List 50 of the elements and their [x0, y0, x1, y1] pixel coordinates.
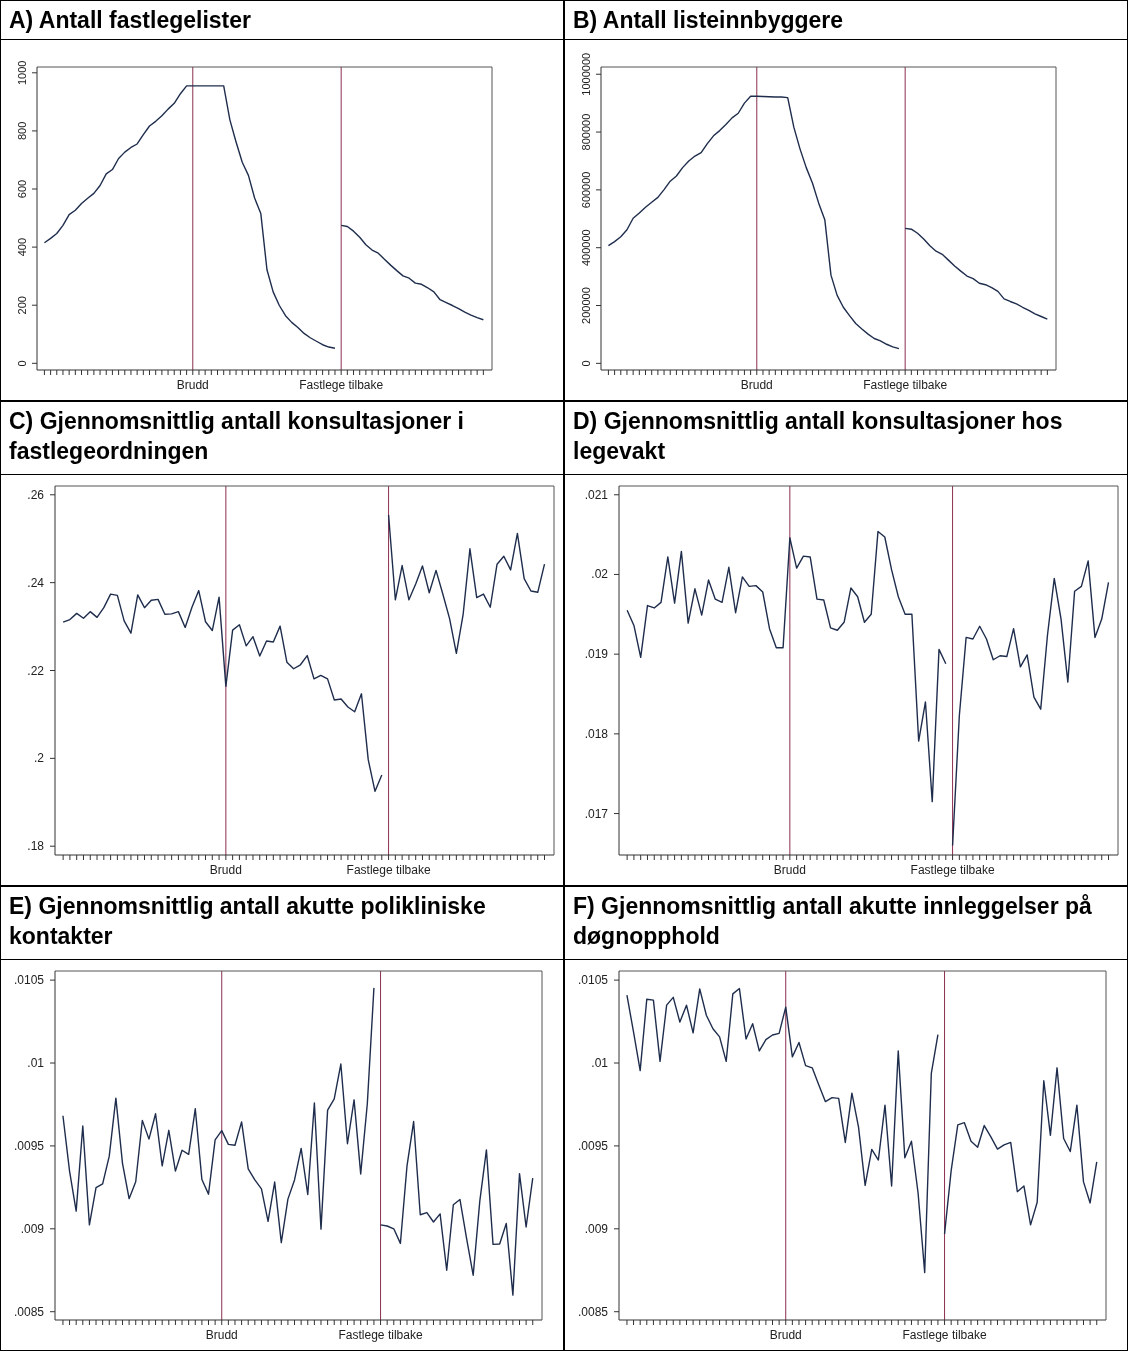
chart-title: E) Gjennomsnittlig antall akutte polikliniske kontakter: [1, 887, 563, 960]
x-tick-label: Brudd: [740, 378, 773, 392]
y-tick-label: 1000000: [580, 52, 592, 96]
chart-title: C) Gjennomsnittlig antall konsultasjoner i fastlegeordningen: [1, 402, 563, 475]
y-tick-label: .0095: [13, 1138, 45, 1153]
y-tick-label: .017: [584, 806, 609, 821]
chart-title: D) Gjennomsnittlig antall konsultasjoner hos legevakt: [565, 402, 1127, 475]
x-tick-label: Fastlege tilbake: [299, 378, 384, 392]
chart-title: F) Gjennomsnittlig antall akutte innleggelser på døgnopphold: [565, 887, 1127, 960]
x-tick-label: Brudd: [209, 863, 242, 877]
y-tick-label: 800: [16, 121, 28, 141]
y-tick-label: 400000: [580, 229, 592, 267]
y-tick-label: 600: [16, 179, 28, 199]
x-tick-label: Fastlege tilbake: [863, 378, 948, 392]
y-tick-label: .021: [584, 487, 609, 502]
y-tick-label: .0085: [577, 1304, 609, 1319]
y-tick-label: 200000: [580, 287, 592, 324]
x-tick-label: Fastlege tilbake: [346, 863, 431, 877]
chart-title: A) Antall fastlegelister: [1, 1, 563, 40]
y-tick-label: .01: [591, 1056, 609, 1071]
y-tick-label: .0085: [13, 1304, 45, 1319]
y-tick-label: 0: [16, 360, 28, 367]
y-tick-label: 200: [16, 296, 28, 315]
y-tick-label: .01: [27, 1056, 45, 1071]
y-tick-label: .009: [584, 1221, 609, 1236]
y-tick-label: 0: [580, 360, 592, 367]
y-tick-label: .009: [20, 1221, 45, 1236]
y-tick-label: 600000: [580, 171, 592, 209]
y-tick-label: 1000: [16, 60, 28, 86]
x-tick-label: Brudd: [769, 1328, 802, 1342]
y-tick-label: .24: [27, 575, 45, 590]
chart-title: B) Antall listeinnbyggere: [565, 1, 1127, 40]
y-tick-label: 800000: [580, 113, 592, 151]
y-tick-label: .018: [584, 726, 609, 741]
y-tick-label: .02: [591, 567, 609, 582]
x-tick-label: Fastlege tilbake: [902, 1328, 987, 1342]
x-tick-label: Fastlege tilbake: [910, 863, 995, 877]
y-tick-label: .0105: [577, 973, 609, 988]
x-tick-label: Brudd: [773, 863, 806, 877]
y-tick-label: .2: [33, 751, 45, 766]
y-tick-label: .019: [584, 647, 609, 662]
x-tick-label: Fastlege tilbake: [338, 1328, 423, 1342]
x-tick-label: Brudd: [176, 378, 209, 392]
y-tick-label: .18: [27, 839, 45, 854]
y-tick-label: 400: [16, 237, 28, 257]
y-tick-label: .0095: [577, 1138, 609, 1153]
y-tick-label: .0105: [13, 973, 45, 988]
y-tick-label: .26: [27, 487, 45, 502]
y-tick-label: .22: [27, 663, 45, 678]
x-tick-label: Brudd: [205, 1328, 238, 1342]
